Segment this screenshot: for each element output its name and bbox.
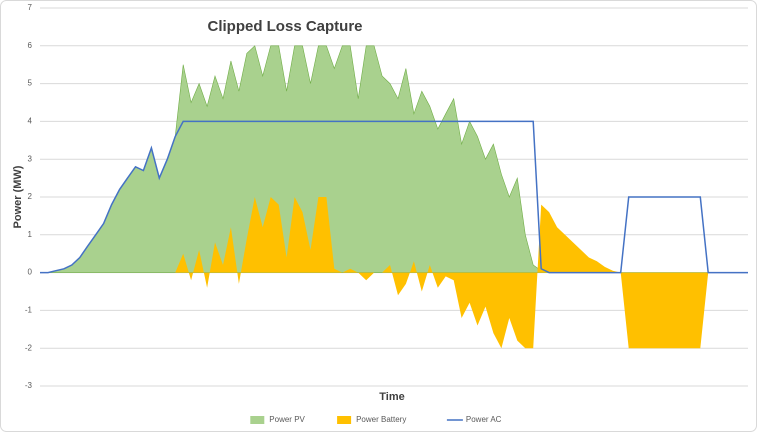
y-tick-label: 6 (28, 41, 33, 50)
legend-label: Power PV (269, 415, 305, 424)
y-tick-label: 5 (28, 79, 33, 88)
y-tick-label: 7 (28, 3, 33, 12)
legend-label: Power Battery (356, 415, 406, 424)
y-tick-label: 2 (28, 192, 33, 201)
x-axis-label: Time (379, 391, 404, 403)
y-tick-label: -3 (25, 381, 33, 390)
y-tick-label: -2 (25, 343, 33, 352)
y-tick-label: 3 (28, 154, 33, 163)
legend-swatch (337, 416, 352, 424)
y-tick-label: 0 (28, 268, 33, 277)
legend-swatch (250, 416, 265, 424)
legend-label: Power AC (466, 415, 502, 424)
chart-title: Clipped Loss Capture (207, 18, 362, 35)
y-axis-label: Power (MW) (12, 165, 24, 228)
y-tick-label: -1 (25, 306, 33, 315)
line (40, 120, 748, 274)
y-tick-label: 4 (28, 117, 33, 126)
y-tick-label: 1 (28, 230, 33, 239)
area (40, 197, 748, 349)
